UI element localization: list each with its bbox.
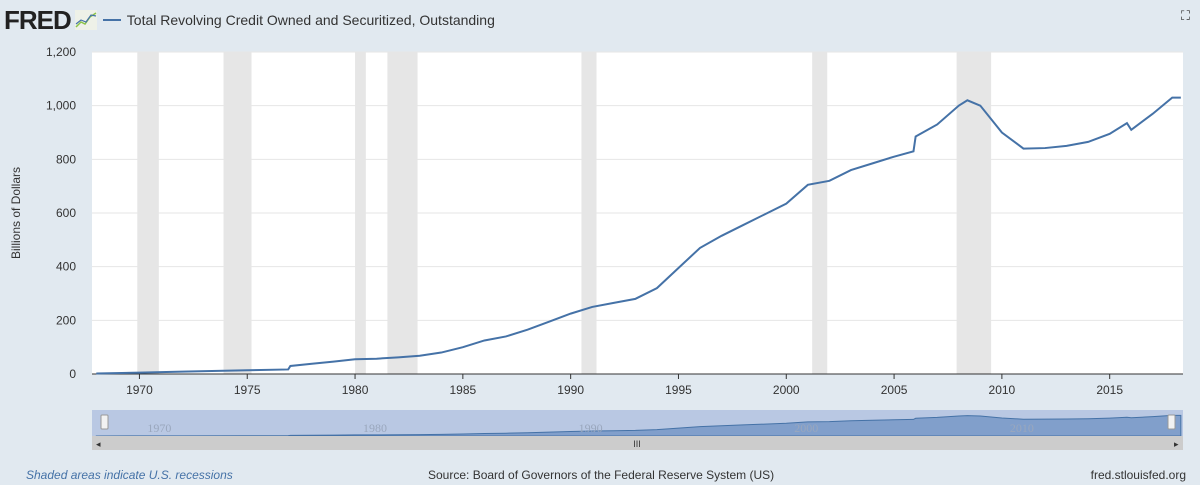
legend-line — [102, 19, 121, 21]
y-tick-label: 200 — [56, 313, 76, 327]
chart-logo-icon — [74, 10, 97, 30]
x-tick-label: 1975 — [234, 383, 261, 397]
y-tick-label: 800 — [56, 152, 76, 166]
navigator-series — [95, 414, 1182, 437]
navigator-handle[interactable] — [100, 414, 109, 430]
navigator-tick-label: 1980 — [363, 421, 387, 435]
y-tick-label: 1,200 — [46, 45, 76, 59]
recession-note: Shaded areas indicate U.S. recessions — [26, 468, 233, 482]
x-tick-label: 2015 — [1096, 383, 1123, 397]
series-line — [96, 96, 1181, 375]
site-link[interactable]: fred.stlouisfed.org — [1090, 468, 1186, 482]
navigator-tick-label: 1970 — [147, 421, 171, 435]
x-tick-label: 1985 — [450, 383, 477, 397]
header: FRED Total Revolving Credit Owned and Se… — [4, 4, 495, 35]
scrollbar-track[interactable] — [92, 436, 1183, 450]
x-tick-label: 1970 — [126, 383, 153, 397]
scroll-left-arrow[interactable]: ◂ — [96, 439, 101, 449]
y-tick-label: 1,000 — [46, 99, 76, 113]
x-tick-label: 2005 — [881, 383, 908, 397]
chart-title: Total Revolving Credit Owned and Securit… — [126, 12, 495, 28]
navigator-handle[interactable] — [1167, 414, 1176, 430]
x-tick-label: 1990 — [557, 383, 584, 397]
y-tick-label: 600 — [56, 206, 76, 220]
scroll-right-arrow[interactable]: ▸ — [1174, 439, 1179, 449]
chart: 0 200 400 600 800 1,000 1,200 1970 1975 1980 1985 1… — [9, 45, 1183, 450]
navigator-tick-label: 2010 — [1010, 421, 1034, 435]
expand-icon[interactable]: ⛶ — [1180, 8, 1190, 23]
y-axis-label: Billions of Dollars — [9, 167, 23, 259]
x-tick-label: 1995 — [665, 383, 692, 397]
fred-logo[interactable]: FRED — [4, 4, 72, 35]
x-tick-label: 1980 — [342, 383, 369, 397]
navigator-tick-label: 1990 — [579, 421, 603, 435]
x-tick-label: 2010 — [989, 383, 1016, 397]
x-tick-label: 2000 — [773, 383, 800, 397]
y-tick-label: 400 — [56, 260, 76, 274]
scrollbar-grip[interactable]: III — [633, 439, 641, 449]
y-tick-label: 0 — [69, 367, 76, 381]
navigator-tick-label: 2000 — [794, 421, 818, 435]
source: Source: Board of Governors of the Federa… — [428, 468, 775, 482]
